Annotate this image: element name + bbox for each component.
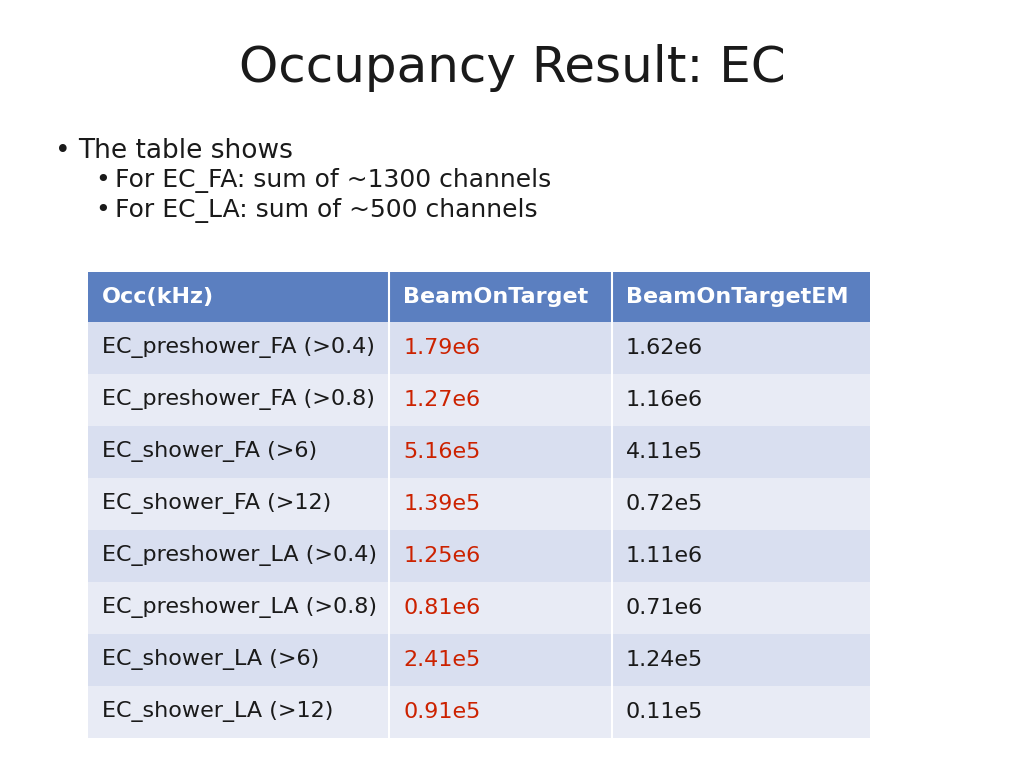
Bar bbox=[389, 478, 612, 530]
Bar bbox=[389, 272, 612, 322]
Text: EC_preshower_LA (>0.4): EC_preshower_LA (>0.4) bbox=[102, 545, 377, 567]
Text: 5.16e5: 5.16e5 bbox=[403, 442, 480, 462]
Text: EC_preshower_FA (>0.8): EC_preshower_FA (>0.8) bbox=[102, 389, 375, 411]
Bar bbox=[389, 634, 612, 686]
Text: For EC_LA: sum of ~500 channels: For EC_LA: sum of ~500 channels bbox=[115, 198, 538, 223]
Bar bbox=[88, 478, 389, 530]
Text: 1.24e5: 1.24e5 bbox=[626, 650, 703, 670]
Text: BeamOnTargetEM: BeamOnTargetEM bbox=[626, 287, 849, 307]
Text: •: • bbox=[95, 198, 110, 222]
Bar bbox=[88, 426, 389, 478]
Text: Occupancy Result: EC: Occupancy Result: EC bbox=[239, 44, 785, 92]
Text: EC_shower_FA (>12): EC_shower_FA (>12) bbox=[102, 494, 331, 515]
Text: The table shows: The table shows bbox=[78, 138, 293, 164]
Text: EC_shower_FA (>6): EC_shower_FA (>6) bbox=[102, 442, 317, 462]
Bar bbox=[612, 272, 870, 322]
Bar bbox=[389, 322, 612, 374]
Text: For EC_FA: sum of ~1300 channels: For EC_FA: sum of ~1300 channels bbox=[115, 168, 551, 193]
Text: 2.41e5: 2.41e5 bbox=[403, 650, 480, 670]
Bar bbox=[612, 322, 870, 374]
Bar bbox=[389, 374, 612, 426]
Bar bbox=[612, 582, 870, 634]
Bar bbox=[88, 686, 389, 738]
Text: 0.71e6: 0.71e6 bbox=[626, 598, 703, 618]
Text: •: • bbox=[55, 138, 71, 164]
Text: EC_preshower_FA (>0.4): EC_preshower_FA (>0.4) bbox=[102, 337, 375, 359]
Text: 1.27e6: 1.27e6 bbox=[403, 390, 480, 410]
Text: 1.79e6: 1.79e6 bbox=[403, 338, 480, 358]
Bar bbox=[88, 322, 389, 374]
Bar bbox=[389, 530, 612, 582]
Bar bbox=[612, 530, 870, 582]
Text: 0.11e5: 0.11e5 bbox=[626, 702, 703, 722]
Text: EC_shower_LA (>12): EC_shower_LA (>12) bbox=[102, 701, 334, 723]
Bar bbox=[88, 582, 389, 634]
Text: 1.25e6: 1.25e6 bbox=[403, 546, 480, 566]
Bar bbox=[612, 478, 870, 530]
Bar bbox=[612, 426, 870, 478]
Text: 1.11e6: 1.11e6 bbox=[626, 546, 703, 566]
Text: EC_preshower_LA (>0.8): EC_preshower_LA (>0.8) bbox=[102, 598, 377, 618]
Bar bbox=[389, 426, 612, 478]
Bar bbox=[88, 272, 389, 322]
Bar bbox=[612, 686, 870, 738]
Text: 1.39e5: 1.39e5 bbox=[403, 494, 480, 514]
Text: •: • bbox=[95, 168, 110, 192]
Text: 4.11e5: 4.11e5 bbox=[626, 442, 703, 462]
Text: 1.16e6: 1.16e6 bbox=[626, 390, 703, 410]
Bar bbox=[88, 374, 389, 426]
Bar bbox=[612, 374, 870, 426]
Bar bbox=[612, 634, 870, 686]
Bar bbox=[88, 530, 389, 582]
Text: 1.62e6: 1.62e6 bbox=[626, 338, 703, 358]
Text: 0.72e5: 0.72e5 bbox=[626, 494, 703, 514]
Text: 0.91e5: 0.91e5 bbox=[403, 702, 480, 722]
Text: BeamOnTarget: BeamOnTarget bbox=[403, 287, 589, 307]
Text: Occ(kHz): Occ(kHz) bbox=[102, 287, 214, 307]
Text: EC_shower_LA (>6): EC_shower_LA (>6) bbox=[102, 650, 319, 670]
Bar bbox=[88, 634, 389, 686]
Text: 0.81e6: 0.81e6 bbox=[403, 598, 480, 618]
Bar bbox=[389, 582, 612, 634]
Bar bbox=[389, 686, 612, 738]
